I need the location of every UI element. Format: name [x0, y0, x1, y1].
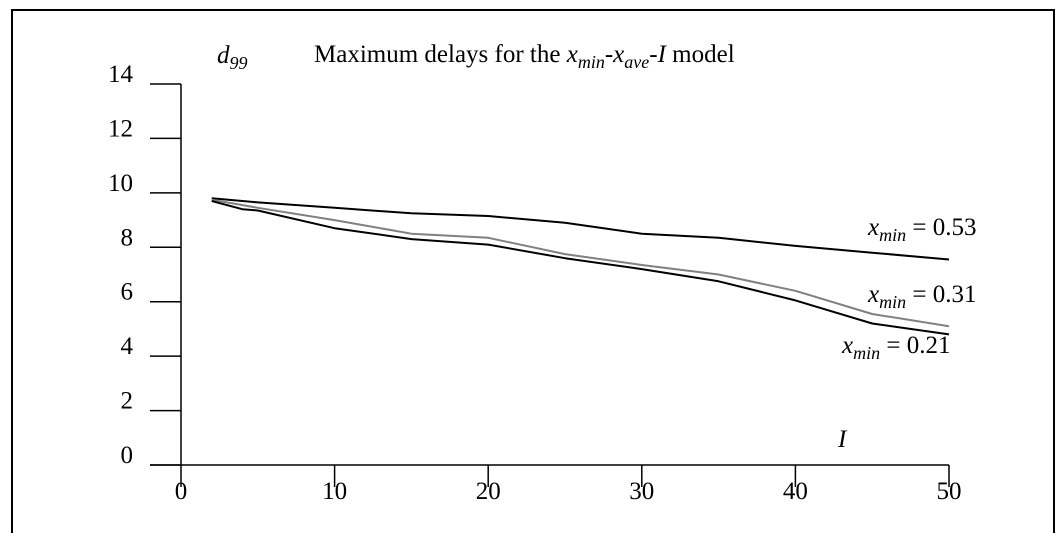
chart-title: Maximum delays for the xmin-xave-I model: [314, 41, 735, 72]
y-tick-label-6: 6: [121, 279, 134, 306]
x-tick-label-50: 50: [937, 478, 962, 505]
tick-labels: 0 2 4 6 8 10 12 14 0 10 20 30 40 50: [108, 61, 962, 505]
x-tick-label-30: 30: [629, 478, 654, 505]
x-axis-label: I: [837, 426, 848, 453]
axis-ticks: [150, 83, 950, 487]
series-label-2: xmin = 0.21: [841, 332, 950, 363]
y-tick-label-10: 10: [108, 170, 133, 197]
series-lines: [211, 197, 950, 336]
y-tick-label-0: 0: [121, 442, 134, 469]
y-tick-label-2: 2: [121, 388, 134, 415]
x-tick-label-40: 40: [783, 478, 808, 505]
x-tick-label-10: 10: [322, 478, 347, 505]
chart-frame: [11, 9, 1055, 533]
x-tick-label-0: 0: [175, 478, 188, 505]
series-line-0: [211, 197, 950, 261]
series-label-0: xmin = 0.53: [867, 214, 976, 245]
y-axis-label: d99: [217, 42, 248, 73]
x-tick-label-20: 20: [476, 478, 501, 505]
y-tick-label-4: 4: [121, 333, 134, 360]
series-line-2: [211, 200, 950, 336]
y-tick-label-12: 12: [108, 115, 133, 142]
y-tick-label-14: 14: [108, 61, 134, 88]
series-label-1: xmin = 0.31: [867, 281, 976, 312]
y-tick-label-8: 8: [121, 224, 134, 251]
series-line-1: [211, 198, 950, 328]
